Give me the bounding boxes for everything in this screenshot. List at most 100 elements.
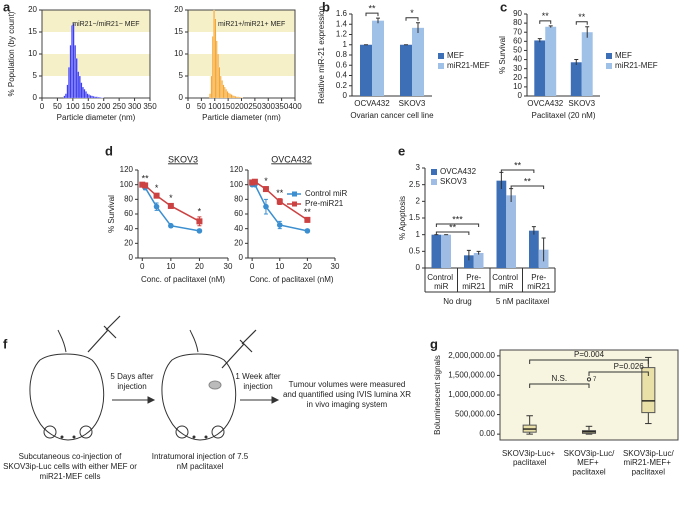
histogram-bar	[94, 96, 97, 99]
histogram-bar	[75, 58, 78, 99]
text-line: Pre-	[466, 273, 481, 282]
marker	[153, 203, 160, 210]
outlier-label: 7	[593, 377, 597, 383]
bar	[529, 230, 539, 268]
y-tick-label: 0.6	[336, 60, 348, 69]
x-tick-label: OVCA432	[527, 99, 564, 108]
y-tick-label: 0	[179, 93, 184, 102]
histogram-bar	[232, 95, 234, 99]
y-tick-label: 90	[513, 9, 522, 18]
y-tick-label: 20	[513, 73, 522, 82]
significance-label: **	[514, 160, 522, 170]
error-bar	[376, 17, 380, 24]
x-tick-label: OCVA432	[354, 99, 390, 108]
histogram-bar	[66, 84, 69, 99]
y-tick-label: 30	[513, 64, 522, 73]
result-text: Tumour volumes were measured and quantif…	[282, 380, 412, 409]
bar	[360, 44, 372, 96]
y-tick-label: 10	[174, 49, 183, 58]
chart-title: SKOV3	[168, 154, 198, 164]
bar	[570, 62, 582, 96]
y-tick-label: 70	[513, 27, 522, 36]
histogram-bar	[78, 75, 81, 99]
x-tick-label: 0	[40, 102, 45, 111]
histogram-bar	[210, 75, 213, 99]
significance-bracket	[529, 383, 590, 388]
text-line: MEF+	[577, 458, 601, 467]
y-tick-label: 1.4	[336, 19, 348, 28]
significance-bracket	[435, 223, 480, 227]
error-bar	[466, 249, 471, 261]
y-tick-label: 80	[234, 194, 243, 203]
x-axis-label: Particle diameter (nm)	[57, 113, 136, 122]
histogram-bar	[91, 95, 94, 99]
x-tick-label: 150	[82, 102, 96, 111]
x-axis-label: Particle diameter (nm)	[202, 113, 281, 122]
histogram-bar	[82, 86, 84, 99]
x-tick-label: Control miR	[492, 273, 520, 291]
y-tick-label: 0	[416, 263, 421, 272]
histogram-bar	[92, 96, 95, 99]
caption: Subcutaneous co-injection of SKOV3ip-Luc…	[3, 452, 137, 481]
significance-label: *	[410, 8, 414, 18]
histogram-bar	[88, 94, 90, 99]
x-tick-label: 50	[53, 102, 62, 111]
significance-label: *	[264, 176, 268, 186]
legend-label: MEF	[447, 51, 464, 60]
x-tick-label: SKOV3ip-Luc+ paclitaxel	[502, 449, 557, 467]
histogram-bar	[97, 97, 100, 99]
y-tick-label: 10	[513, 82, 522, 91]
mouse	[29, 315, 121, 441]
bar	[506, 195, 516, 268]
marker	[168, 222, 174, 229]
annotation: miR21+/miR21+ MEF	[218, 21, 285, 28]
y-tick-label: 10	[28, 49, 37, 58]
y-tick-label: 0	[33, 93, 38, 102]
y-tick-label: 0.8	[336, 50, 348, 59]
legend-swatch	[438, 53, 444, 59]
y-tick-label: 15	[28, 27, 37, 36]
significance-label: *	[198, 206, 202, 216]
y-tick-label: 2,000,000.00	[448, 351, 495, 360]
significance-bracket	[365, 12, 379, 17]
x-tick-label: 100	[66, 102, 80, 111]
histogram-bar	[217, 53, 219, 99]
x-tick-label: 300	[262, 102, 276, 111]
y-tick-label: 20	[174, 5, 183, 14]
y-tick-label: 5	[179, 71, 184, 80]
bar	[545, 26, 557, 97]
legend-label: Control miR	[305, 189, 347, 198]
y-tick-label: 1	[416, 230, 421, 239]
panel-letter: g	[430, 336, 438, 351]
bar	[441, 234, 451, 268]
bar	[534, 40, 546, 96]
y-axis-label: % Survival	[107, 195, 116, 233]
y-tick-label: 60	[124, 209, 133, 218]
text-line: miR21-MEF+	[624, 458, 674, 467]
histogram-bar	[86, 93, 89, 99]
chart-title: OVCA432	[271, 154, 312, 164]
significance-label: *	[155, 183, 159, 193]
annotation: miR21−/miR21− MEF	[72, 21, 139, 28]
legend-label: Pre-miR21	[305, 199, 344, 208]
histogram-bar	[213, 9, 215, 99]
x-tick-label: 50	[197, 102, 206, 111]
y-tick-label: 0	[518, 91, 523, 100]
significance-label: P=0.004	[574, 350, 605, 359]
significance-label: **	[142, 173, 150, 183]
histogram-bar	[221, 80, 223, 99]
bar	[412, 27, 424, 96]
marker	[251, 178, 258, 185]
histogram-bar	[80, 82, 83, 99]
y-tick-label: 40	[513, 55, 522, 64]
x-tick-label: 20	[195, 262, 204, 271]
significance-label: **	[304, 207, 312, 217]
x-axis-label: Conc. of paclitaxel (nM)	[141, 275, 225, 284]
marker	[142, 182, 149, 189]
histogram-bar	[233, 95, 235, 99]
histogram-bar	[83, 89, 86, 99]
histogram-bar	[69, 45, 72, 99]
x-tick-label: 10	[275, 262, 284, 271]
marker	[196, 228, 203, 234]
